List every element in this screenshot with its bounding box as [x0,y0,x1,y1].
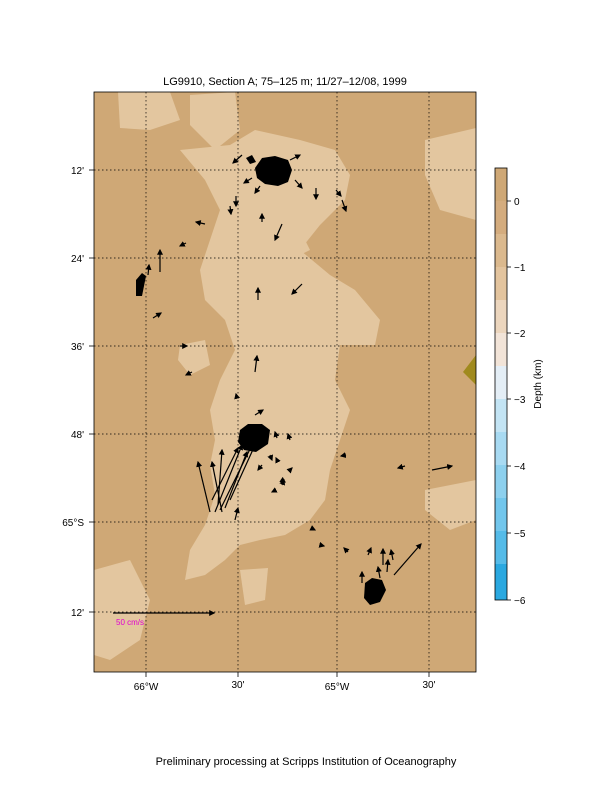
lat-label: 65°S [62,518,84,529]
map-frame [93,91,477,673]
bathymetry-shallow-regions [94,92,476,660]
colorbar-tick-labels: 0 −1 −2 −3 −4 −5 −6 [514,197,526,607]
graticule [94,92,476,672]
lon-label: 65°W [325,682,350,693]
colorbar-tick: −3 [514,395,526,406]
lat-label: 24' [71,254,84,265]
lat-label: 48' [71,430,84,441]
vector-clusters [136,155,386,605]
longitude-labels: 66°W 30' 65°W 30' [134,680,436,693]
map-title: LG9910, Section A; 75–125 m; 11/27–12/08… [163,76,407,88]
lon-label: 30' [231,680,244,691]
colorbar-tick: 0 [514,197,520,208]
footer-credit: Preliminary processing at Scripps Instit… [155,756,457,768]
colorbar-tick: −5 [514,529,526,540]
current-vectors [145,154,454,583]
lon-label: 30' [422,680,435,691]
lat-label: 12' [71,166,84,177]
scale-label: 50 cm/s [116,618,144,627]
axis-ticks [89,169,430,677]
land-feature [463,355,476,385]
colorbar-tick: −4 [514,462,526,473]
lat-label: 12' [71,608,84,619]
colorbar-tick: −6 [514,596,526,607]
colorbar-tick: −1 [514,263,526,274]
latitude-labels: 12' 24' 36' 48' 65°S 12' [62,166,84,619]
colorbar [494,167,511,601]
lat-label: 36' [71,342,84,353]
lon-label: 66°W [134,682,159,693]
colorbar-tick: −2 [514,329,526,340]
colorbar-label: Depth (km) [533,359,544,408]
